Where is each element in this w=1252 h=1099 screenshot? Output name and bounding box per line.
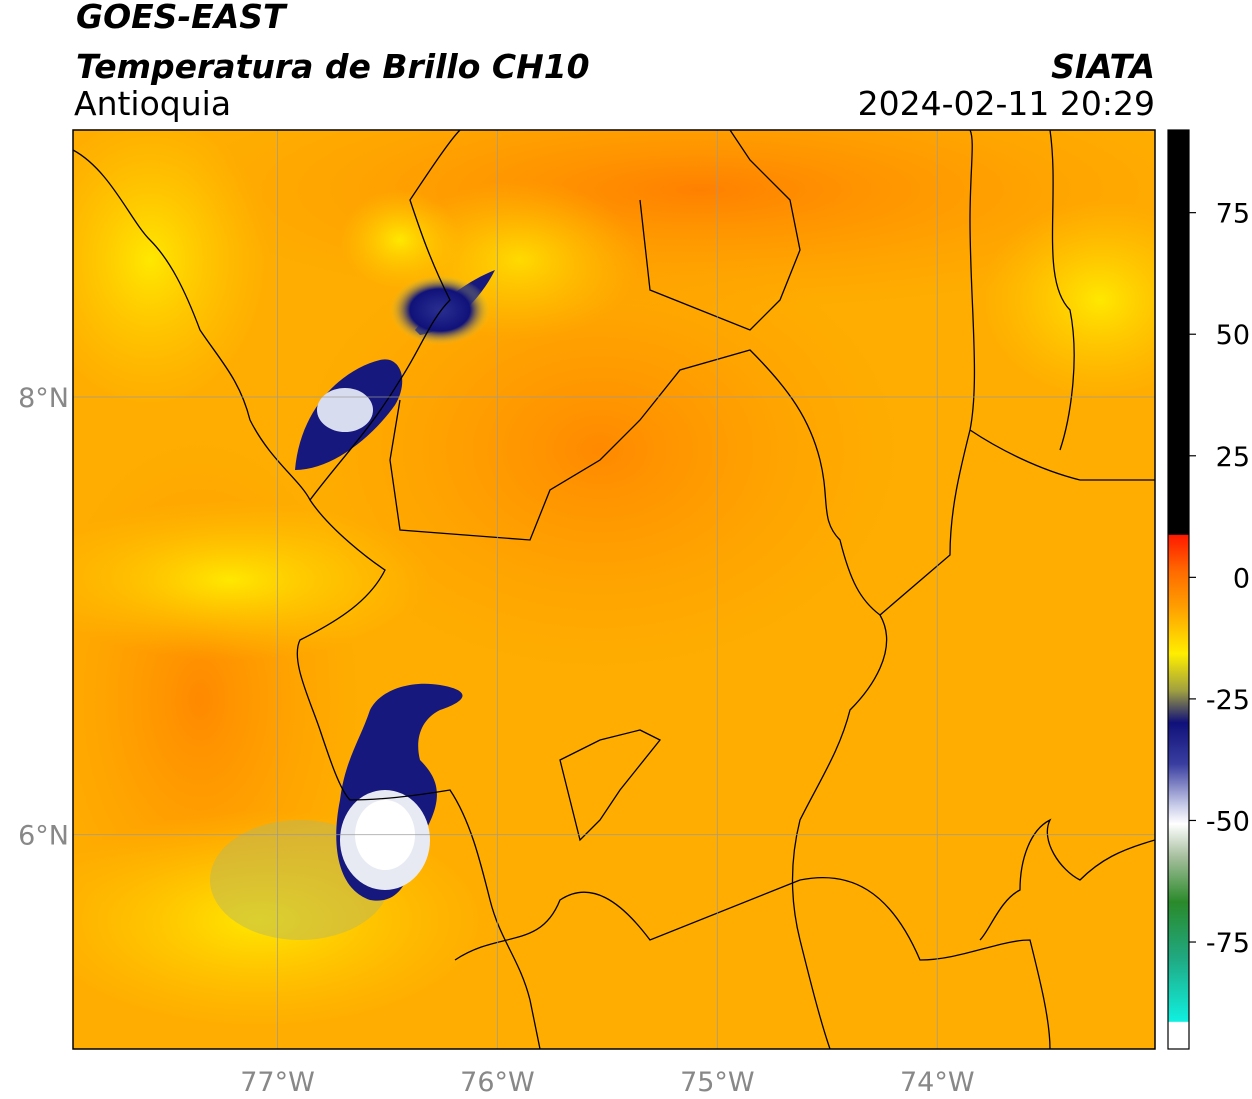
colorbar-tick-label: 0 bbox=[1233, 563, 1250, 594]
border-line bbox=[389, 130, 976, 616]
source: SIATA bbox=[1051, 47, 1155, 86]
lon-tick-label: 77°W bbox=[240, 1067, 315, 1098]
colorbar-tick-label: 50 bbox=[1216, 320, 1250, 351]
colorbar bbox=[1167, 129, 1190, 1050]
lat-tick-label: 6°N bbox=[18, 821, 69, 852]
colorbar-tick-label: -25 bbox=[1206, 685, 1250, 716]
lon-tick-label: 76°W bbox=[460, 1067, 535, 1098]
border-line bbox=[791, 614, 888, 1049]
borders bbox=[73, 130, 1155, 1049]
border-line bbox=[639, 130, 801, 331]
border-line bbox=[969, 429, 1155, 481]
border-line bbox=[454, 876, 1051, 1049]
border-line bbox=[979, 818, 1155, 941]
title: GOES-EAST bbox=[76, 0, 288, 36]
subtitle: Temperatura de Brillo CH10 bbox=[76, 47, 590, 86]
graticule bbox=[73, 130, 1155, 1049]
colorbar-tick-label: -75 bbox=[1206, 928, 1250, 959]
border-line bbox=[309, 130, 461, 501]
border-line bbox=[1049, 130, 1075, 451]
colorbar-tick-label: 25 bbox=[1216, 442, 1250, 473]
border-line bbox=[73, 149, 541, 1049]
region: Antioquia bbox=[74, 84, 231, 123]
lon-tick-label: 74°W bbox=[900, 1067, 975, 1098]
lat-tick-label: 8°N bbox=[18, 383, 69, 414]
colorbar-tick-label: -50 bbox=[1206, 806, 1250, 837]
colorbar-tick-label: 75 bbox=[1216, 199, 1250, 230]
map-image bbox=[73, 130, 1155, 1049]
lon-tick-label: 75°W bbox=[680, 1067, 755, 1098]
map-frame bbox=[72, 129, 1156, 1050]
border-line bbox=[559, 729, 662, 842]
colorbar-ticks: 75 50 25 0 -25 -50 -75 bbox=[1189, 199, 1250, 959]
timestamp: 2024-02-11 20:29 bbox=[858, 84, 1155, 123]
